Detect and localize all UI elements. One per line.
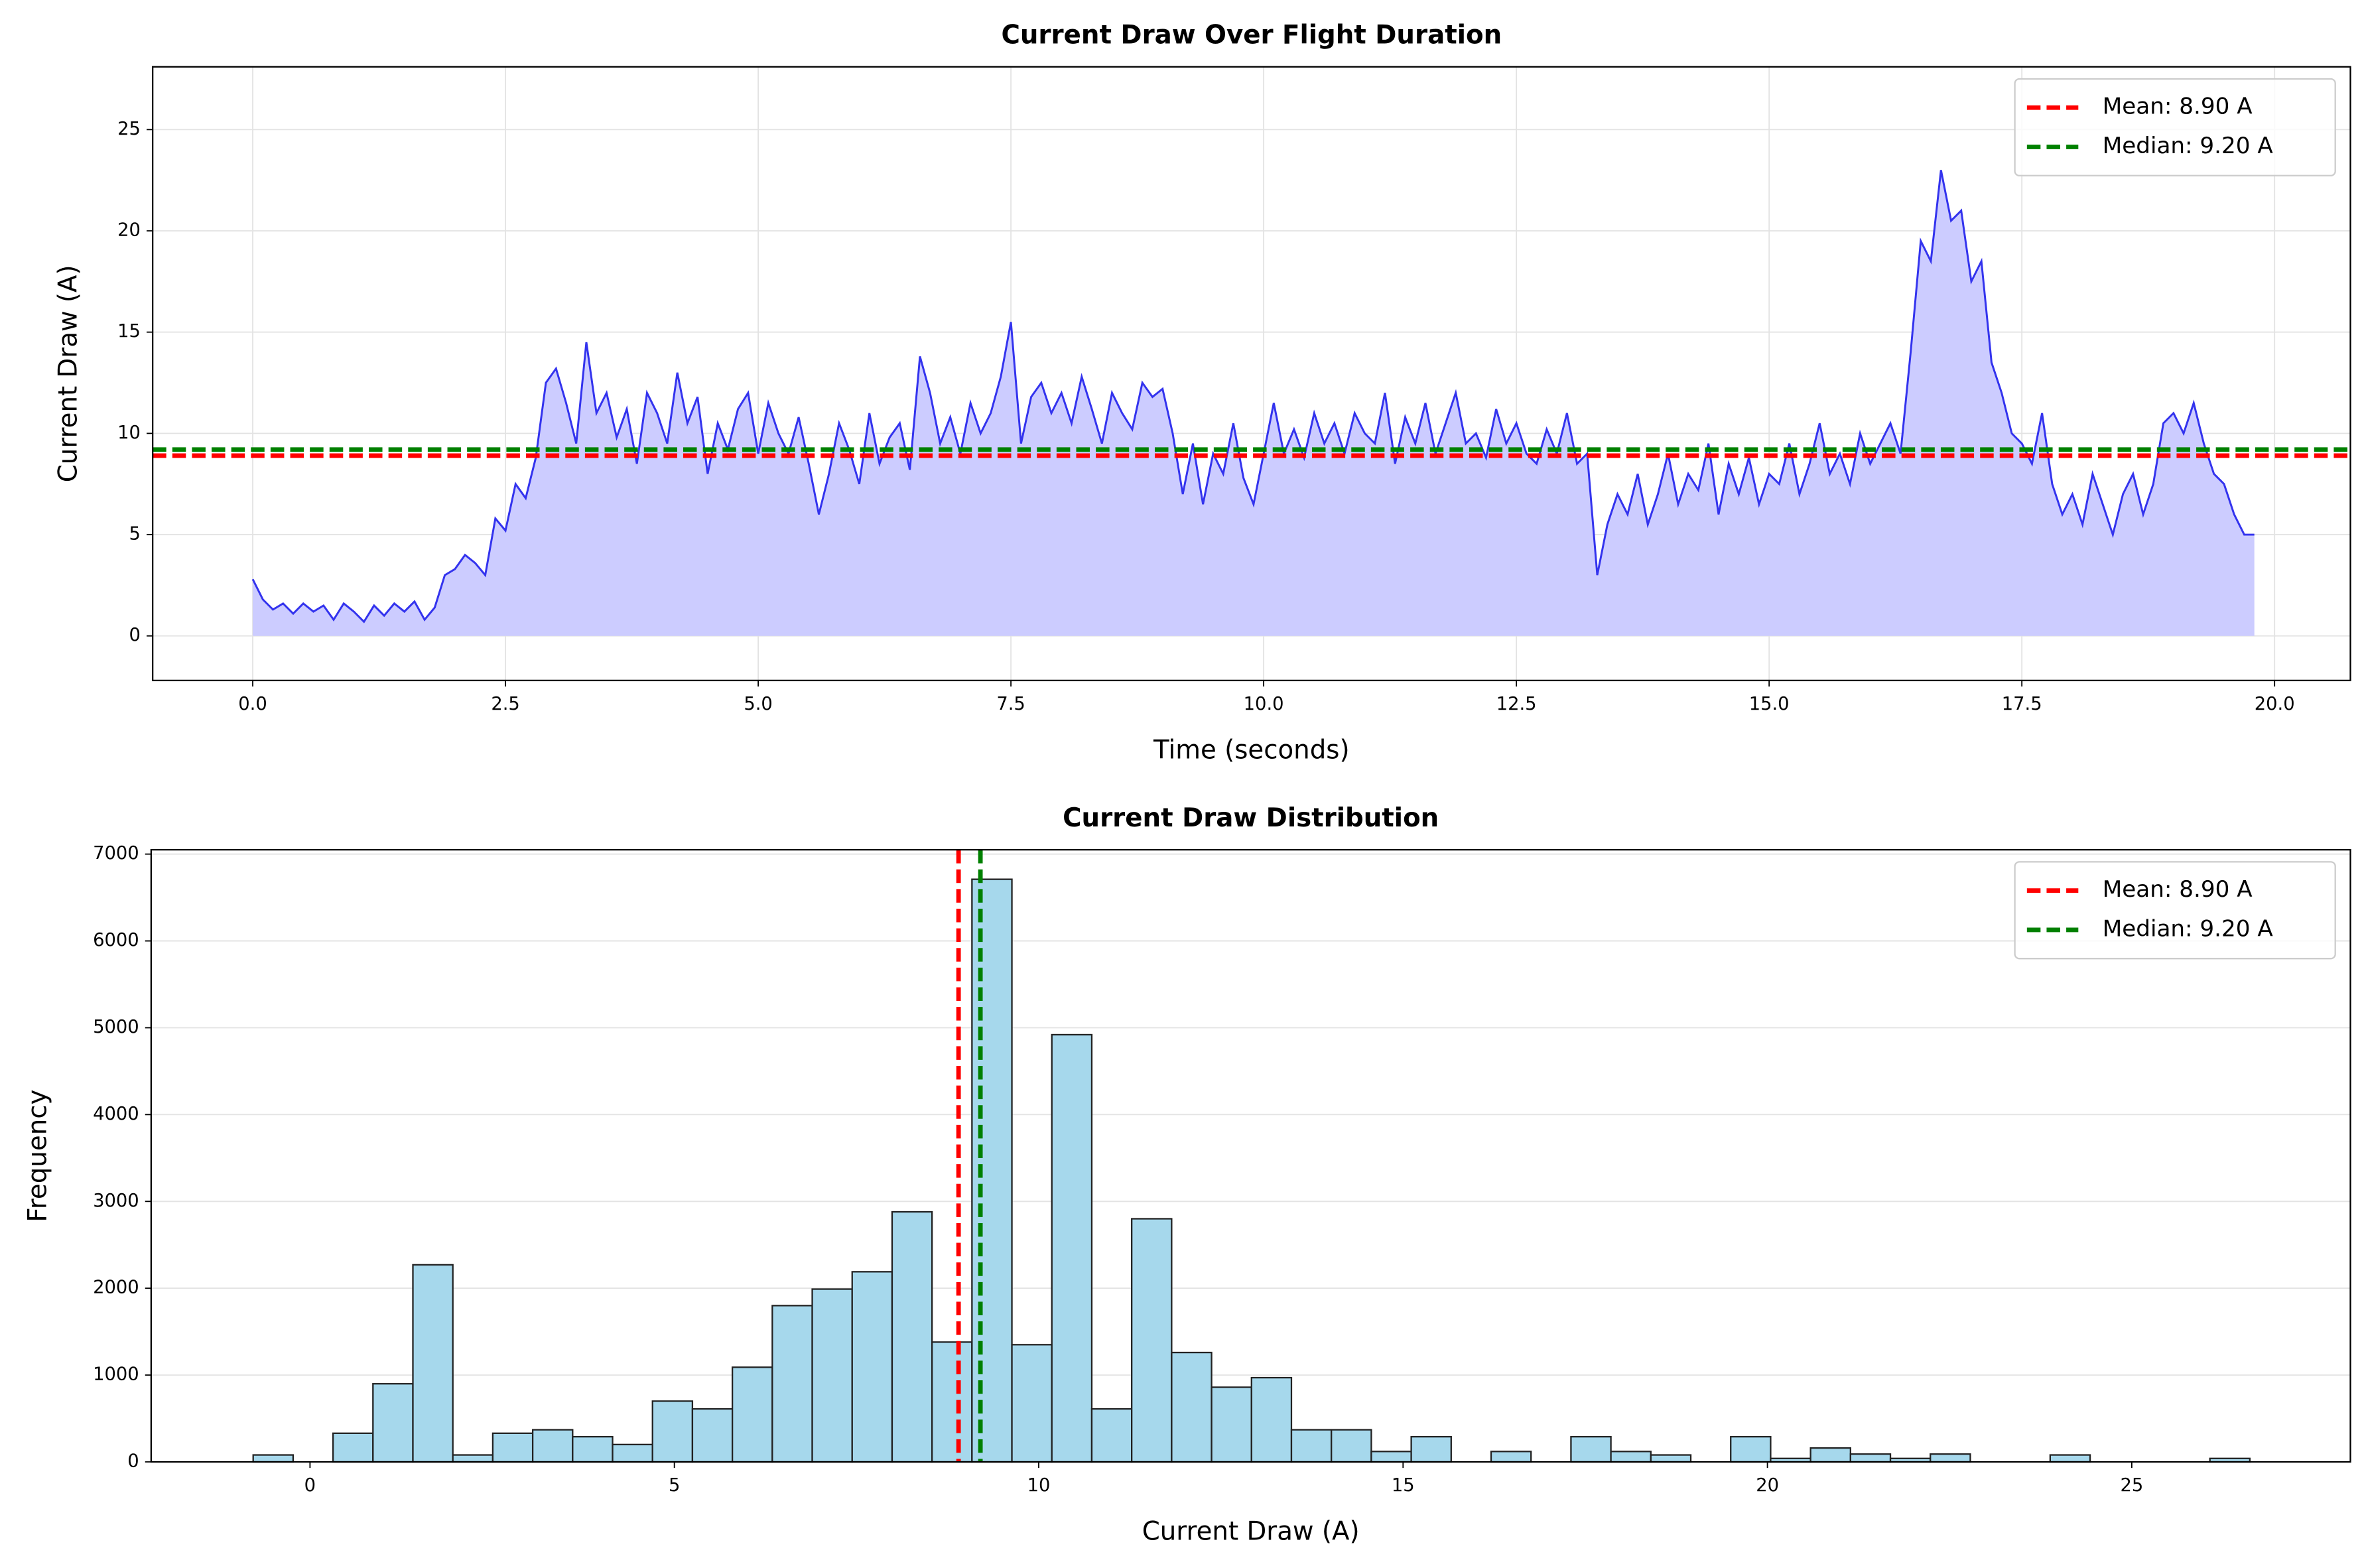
x-tick-label: 10.0	[1244, 694, 1284, 714]
bar	[1610, 1451, 1652, 1463]
legend-label: Mean: 8.90 A	[2103, 94, 2253, 120]
x-tick-label: 25	[2121, 1475, 2144, 1496]
bar	[1570, 1435, 1612, 1463]
y-tick-label: 7000	[93, 843, 139, 864]
legend-label: Median: 9.20 A	[2103, 133, 2274, 159]
y-tick-label: 1000	[93, 1364, 139, 1385]
x-tick-label: 0	[304, 1475, 316, 1496]
y-tick-label: 0	[127, 1451, 139, 1472]
subplot: 0 5 10 15 20 25 0.0 2.5 5.0 7.5 10.0 12.5 15.0 17.5 20…	[53, 21, 2351, 765]
x-tick-label: 17.5	[2002, 694, 2042, 714]
x-tick-label: 0.0	[238, 694, 267, 714]
y-tick-label: 10	[117, 423, 141, 443]
bar	[1730, 1435, 1772, 1463]
bar	[1131, 1218, 1173, 1463]
bar	[1090, 1408, 1133, 1463]
y-tick-label: 6000	[93, 930, 139, 950]
legend-label: Mean: 8.90 A	[2103, 876, 2253, 903]
y-axis-label: Frequency	[23, 1090, 53, 1222]
bar	[1171, 1351, 1213, 1463]
x-tick-label: 15	[1392, 1475, 1415, 1496]
axes-frame	[152, 66, 2351, 682]
bar	[1011, 1344, 1053, 1463]
bar	[731, 1366, 773, 1463]
bar	[771, 1305, 813, 1463]
y-tick-label: 20	[117, 220, 141, 241]
x-tick-label: 5	[669, 1475, 680, 1496]
x-tick-label: 20.0	[2255, 694, 2295, 714]
x-tick-label: 12.5	[1496, 694, 1537, 714]
bar	[891, 1210, 933, 1463]
bar	[1490, 1451, 1532, 1463]
subplot: 0 1000 2000 3000 4000 5000 6000 7000 0 5 10 15 20 25 M…	[23, 803, 2351, 1547]
y-tick-label: 0	[129, 625, 141, 645]
bar	[651, 1400, 694, 1463]
x-tick-label: 20	[1756, 1475, 1779, 1496]
x-tick-label: 10	[1027, 1475, 1051, 1496]
bar	[1849, 1453, 1892, 1463]
bar	[1370, 1451, 1412, 1463]
x-tick-label: 7.5	[996, 694, 1025, 714]
y-tick-label: 5000	[93, 1017, 139, 1037]
bar	[1250, 1376, 1293, 1463]
x-tick-label: 2.5	[491, 694, 519, 714]
bar	[1051, 1033, 1093, 1463]
area	[253, 170, 2255, 636]
x-axis-label: Time (seconds)	[1153, 736, 1350, 765]
bar	[971, 878, 1013, 1463]
x-tick-label: 15.0	[1749, 694, 1790, 714]
bar	[931, 1341, 973, 1463]
bar	[1211, 1386, 1252, 1463]
axes-frame	[150, 848, 2351, 1463]
bar	[572, 1435, 614, 1463]
bar	[1410, 1435, 1452, 1463]
y-tick-label: 3000	[93, 1191, 139, 1211]
bar	[851, 1271, 893, 1463]
chart-title: Current Draw Over Flight Duration	[1001, 21, 1502, 50]
bar	[612, 1443, 653, 1463]
bar	[1809, 1447, 1851, 1463]
bar	[412, 1264, 454, 1463]
legend-label: Median: 9.20 A	[2103, 915, 2274, 942]
y-tick-label: 15	[117, 321, 141, 342]
bar	[372, 1383, 414, 1463]
bar	[2049, 1454, 2091, 1463]
legend-box	[2014, 861, 2336, 960]
y-tick-label: 4000	[93, 1104, 139, 1124]
x-axis-label: Current Draw (A)	[1142, 1517, 1360, 1547]
bar	[492, 1432, 534, 1463]
chart-title: Current Draw Distribution	[1063, 803, 1439, 833]
bar	[531, 1429, 574, 1463]
y-axis-label: Current Draw (A)	[53, 265, 83, 482]
bar	[691, 1408, 734, 1463]
y-tick-label: 5	[129, 524, 141, 545]
line	[251, 170, 2255, 623]
bar	[1290, 1429, 1333, 1463]
legend-box	[2014, 78, 2336, 176]
bar	[1331, 1429, 1372, 1463]
bar	[252, 1454, 295, 1463]
y-tick-label: 25	[117, 119, 141, 139]
bar	[811, 1288, 853, 1463]
x-tick-label: 5.0	[744, 694, 772, 714]
bar	[1650, 1454, 1692, 1463]
bar	[1930, 1453, 1971, 1463]
bar	[452, 1454, 494, 1463]
bar	[332, 1432, 374, 1463]
y-tick-label: 2000	[93, 1277, 139, 1298]
